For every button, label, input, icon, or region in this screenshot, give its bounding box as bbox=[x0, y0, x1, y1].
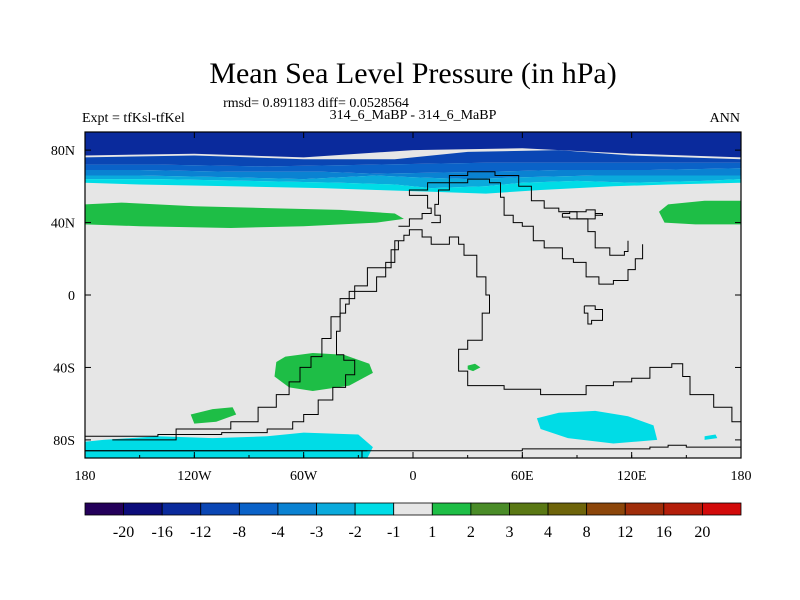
colorbar-swatch bbox=[354, 502, 395, 516]
y-tick-label: 80S bbox=[53, 434, 75, 449]
experiment-label: Expt = tfKsl-tfKel bbox=[82, 111, 185, 126]
colorbar-swatch bbox=[393, 502, 433, 516]
x-tick-label: 0 bbox=[410, 469, 417, 484]
contour-region-green-spot bbox=[467, 363, 481, 372]
x-tick-label: 60E bbox=[511, 469, 534, 484]
x-tick-label: 120W bbox=[177, 469, 212, 484]
colorbar-swatch bbox=[470, 502, 510, 516]
contour-region-green-east-pacific bbox=[659, 200, 741, 225]
colorbar-label: -3 bbox=[310, 524, 323, 541]
y-tick-label: 40N bbox=[51, 217, 75, 232]
y-axis: 80N 40N 0 40S 80S bbox=[51, 144, 741, 449]
colorbar-label: -8 bbox=[233, 524, 246, 541]
colorbar-label: -4 bbox=[271, 524, 284, 541]
coastline-8 bbox=[583, 305, 603, 325]
contour-region-north-band-minus3 bbox=[85, 168, 741, 180]
colorbar-swatch bbox=[663, 502, 703, 516]
colorbar-label: 8 bbox=[583, 524, 591, 541]
colorbar-label: -12 bbox=[190, 524, 211, 541]
y-tick-label: 80N bbox=[51, 144, 75, 159]
colorbar-swatch bbox=[624, 502, 665, 516]
stats-label: rmsd= 0.891183 diff= 0.0528564 bbox=[223, 96, 409, 111]
colorbar: -20 -16 -12 -8 -4 -3 -2 -1 1 2 3 4 8 12 16 20 bbox=[84, 502, 742, 541]
coastline-1 bbox=[362, 444, 741, 452]
y-tick-label: 40S bbox=[53, 361, 75, 376]
contour-region-cyan-indian-ocean bbox=[536, 410, 658, 444]
coastline-3 bbox=[85, 229, 741, 437]
colorbar-swatch bbox=[123, 502, 163, 516]
colorbar-label: 16 bbox=[656, 524, 672, 541]
contour-region-north-band-minus12 bbox=[85, 132, 741, 158]
contour-region-north-band-minus1 bbox=[85, 179, 741, 194]
coastline-5 bbox=[431, 178, 644, 285]
coastline-6 bbox=[398, 171, 629, 256]
chart-title: Mean Sea Level Pressure (in hPa) bbox=[209, 57, 616, 90]
coastline-4 bbox=[112, 240, 399, 441]
colorbar-swatch bbox=[84, 502, 124, 516]
colorbar-swatch bbox=[431, 502, 472, 516]
colorbar-label: -20 bbox=[113, 524, 134, 541]
x-axis: 180 120W 60W 0 60E 120E 180 bbox=[75, 132, 752, 484]
colorbar-label: 1 bbox=[428, 524, 436, 541]
contour-region-cyan-spot-south-pacific bbox=[704, 434, 718, 440]
colorbar-swatch bbox=[547, 502, 588, 516]
coastlines bbox=[85, 171, 741, 458]
contour-region-green-drake bbox=[190, 407, 237, 424]
colorbar-label: 2 bbox=[467, 524, 475, 541]
colorbar-swatch bbox=[509, 502, 549, 516]
colorbar-label: 20 bbox=[694, 524, 710, 541]
colorbar-label: 12 bbox=[617, 524, 633, 541]
colorbar-label: -1 bbox=[387, 524, 400, 541]
colorbar-label: -16 bbox=[152, 524, 173, 541]
x-tick-label: 60W bbox=[290, 469, 318, 484]
period-label: 314_6_MaBP - 314_6_MaBP bbox=[330, 108, 497, 123]
x-tick-label: 180 bbox=[731, 469, 752, 484]
colorbar-label: 3 bbox=[505, 524, 513, 541]
contour-region-green-west-pacific-atlantic bbox=[85, 202, 404, 228]
colorbar-label: 4 bbox=[544, 524, 552, 541]
contour-fills bbox=[85, 132, 741, 458]
colorbar-swatch bbox=[586, 502, 626, 516]
contour-region-north-band-minus8 bbox=[85, 150, 741, 167]
season-label: ANN bbox=[710, 111, 740, 126]
x-tick-label: 180 bbox=[75, 469, 96, 484]
colorbar-swatch bbox=[277, 502, 317, 516]
x-tick-label: 120E bbox=[617, 469, 647, 484]
colorbar-swatch bbox=[316, 502, 356, 516]
contour-region-north-band-minus4 bbox=[85, 162, 741, 174]
y-tick-label: 0 bbox=[68, 289, 75, 304]
colorbar-label: -2 bbox=[348, 524, 361, 541]
coastline-7 bbox=[561, 209, 603, 220]
contour-region-north-band-minus2 bbox=[85, 175, 741, 189]
contour-region-cyan-southern bbox=[85, 432, 373, 458]
colorbar-swatch bbox=[702, 502, 742, 516]
colorbar-swatch bbox=[200, 502, 240, 516]
colorbar-swatch bbox=[238, 502, 279, 516]
colorbar-swatch bbox=[161, 502, 202, 516]
